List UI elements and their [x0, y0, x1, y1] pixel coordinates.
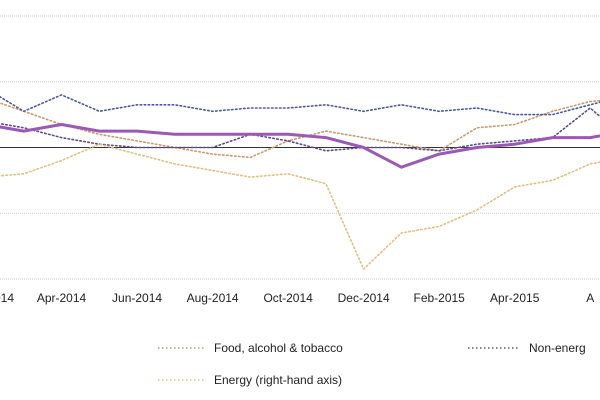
x-axis: 2014 Apr-2014 Jun-2014 Aug-2014 Oct-2014 Dec-… — [0, 291, 594, 305]
legend-label: Non-energ — [529, 341, 586, 355]
x-tick-label: Feb-2015 — [413, 291, 465, 305]
legend-label: Food, alcohol & tobacco — [214, 341, 343, 355]
x-tick-label: Oct-2014 — [263, 291, 313, 305]
legend: Food, alcohol & tobacco Non-energ Energy (… — [158, 341, 586, 387]
x-tick-label: Jun-2014 — [112, 291, 162, 305]
series-lines — [0, 94, 600, 270]
x-tick-label: Apr-2014 — [37, 291, 87, 305]
series-line-non-energy — [0, 107, 600, 152]
legend-label: Energy (right-hand axis) — [214, 373, 342, 387]
series-line-core — [0, 94, 600, 116]
gridlines — [0, 15, 600, 280]
x-tick-label: Dec-2014 — [338, 291, 390, 305]
x-tick-label: 2014 — [0, 291, 14, 305]
x-tick-label: Aug-2014 — [187, 291, 239, 305]
series-line-energy-right-hand-axis — [0, 143, 600, 270]
x-tick-label: A — [586, 291, 594, 305]
x-tick-label: Apr-2015 — [490, 291, 540, 305]
series-line-all-items — [0, 123, 600, 169]
